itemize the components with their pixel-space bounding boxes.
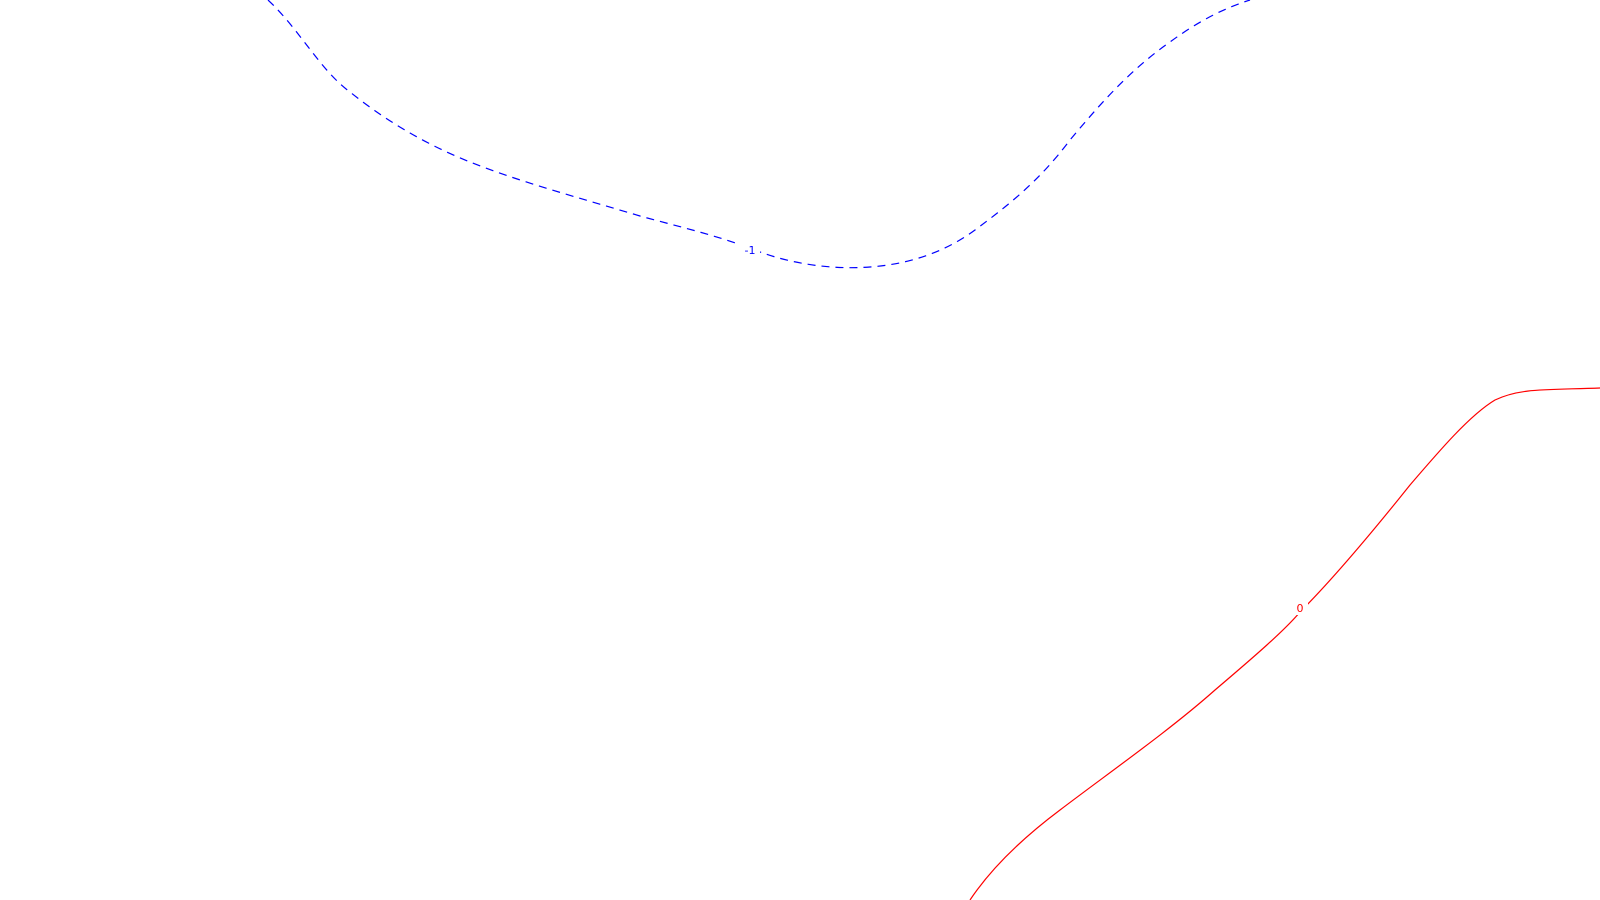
contour-label-level-0: 0	[1297, 602, 1304, 615]
contour-line-level-minus-1	[267, 0, 1251, 269]
contour-label-bg	[740, 243, 760, 257]
contour-label-bg	[1292, 601, 1308, 615]
contour-label-level-minus-1: -1	[745, 244, 756, 257]
